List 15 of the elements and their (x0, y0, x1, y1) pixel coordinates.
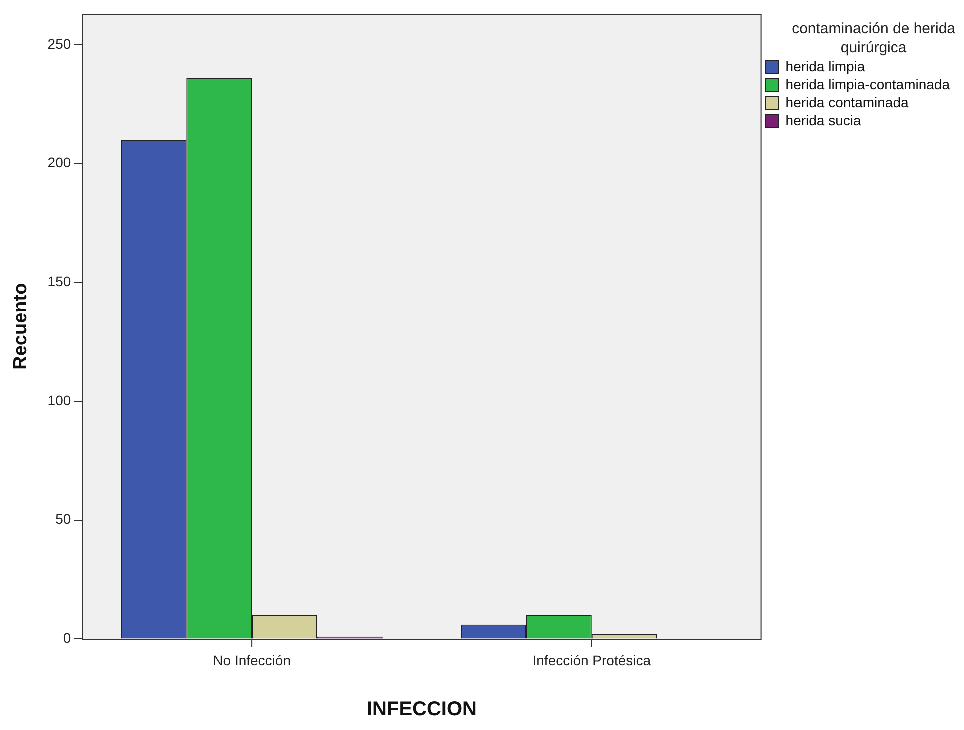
x-tick-label: Infección Protésica (532, 652, 652, 668)
y-tick-label: 50 (56, 511, 72, 528)
y-tick-label: 200 (48, 154, 72, 171)
legend-title: contaminación de herida quirúrgica (792, 20, 956, 57)
y-tick-label: 150 (48, 273, 72, 290)
y-tick-label: 250 (48, 36, 72, 52)
legend-label: herida limpia (786, 58, 866, 74)
y-tick-label: 0 (63, 630, 72, 646)
y-axis-title: Recuento (10, 283, 32, 370)
legend-label: herida sucia (786, 112, 862, 128)
x-axis-title: INFECCION (366, 698, 477, 721)
x-tick-label: No Infección (213, 652, 291, 668)
y-tick-label: 100 (48, 392, 72, 408)
legend-label: herida limpia-contaminada (786, 76, 950, 92)
legend-label: herida contaminada (786, 94, 909, 110)
